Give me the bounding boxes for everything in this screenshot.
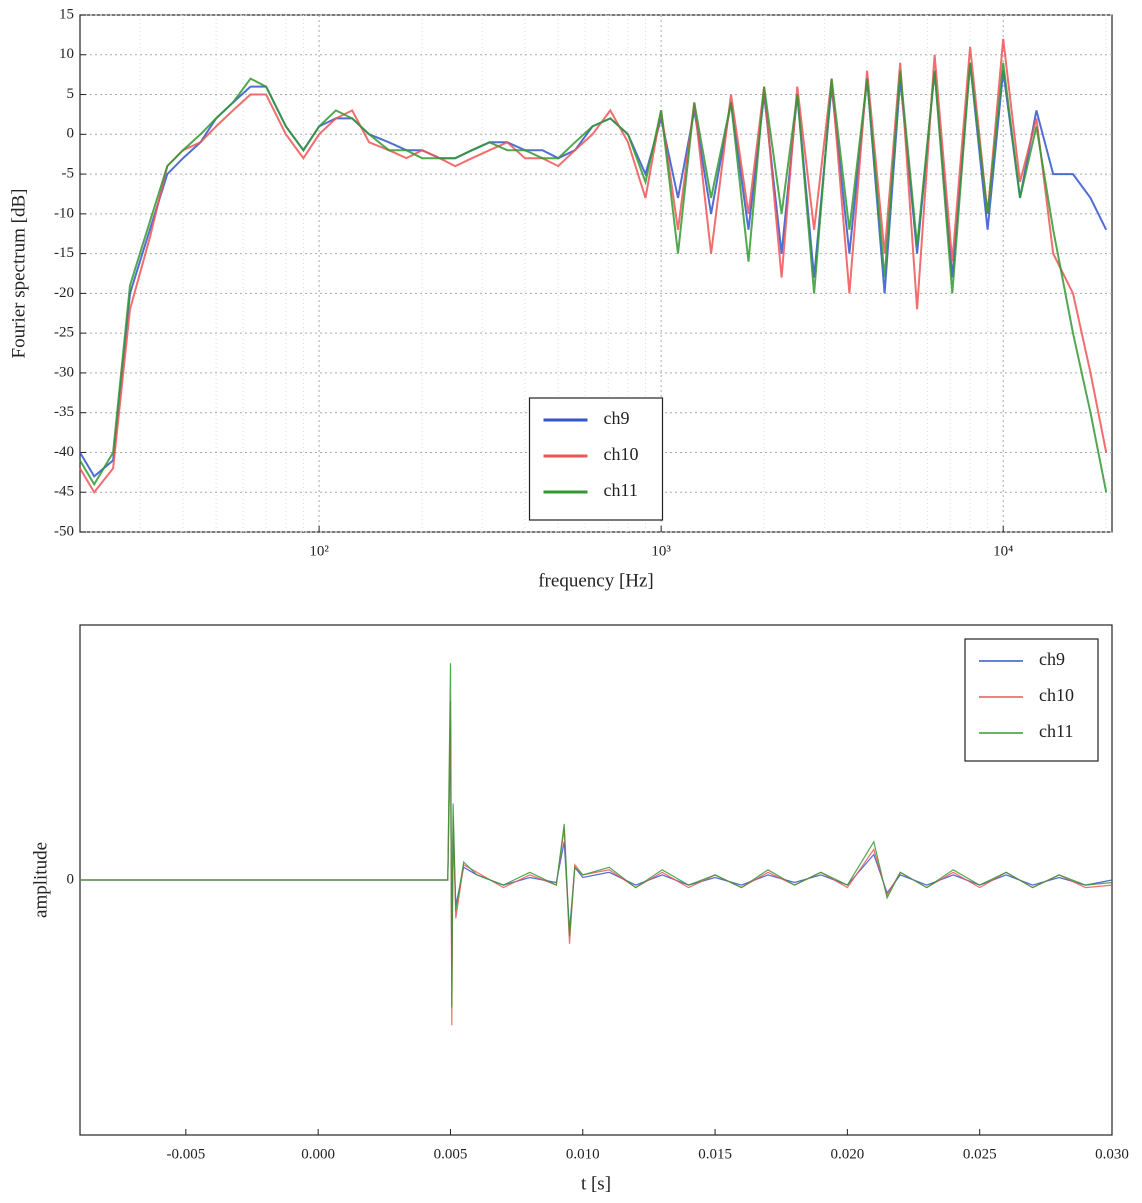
x-tick-label: 0.010 bbox=[566, 1146, 600, 1162]
x-tick-label: 0.030 bbox=[1095, 1146, 1129, 1162]
legend: ch9 ch10 ch11 bbox=[528, 397, 664, 521]
legend-label: ch9 bbox=[604, 408, 630, 428]
y-tick-label: -5 bbox=[62, 166, 75, 182]
x-tick-label: 0.015 bbox=[698, 1146, 732, 1162]
legend-label: ch9 bbox=[1039, 649, 1065, 669]
legend-label: ch10 bbox=[1039, 685, 1074, 705]
y-tick-label: 5 bbox=[67, 86, 75, 102]
series-line bbox=[80, 701, 1113, 1026]
y-tick-label: -25 bbox=[54, 325, 74, 341]
y-tick-label: 15 bbox=[59, 6, 74, 22]
legend: ch9 ch10 ch11 bbox=[964, 638, 1099, 762]
legend-label: ch11 bbox=[604, 480, 638, 500]
x-tick-label: 10³ bbox=[651, 543, 671, 559]
y-tick-label: 0 bbox=[67, 126, 75, 142]
legend-box bbox=[528, 397, 664, 521]
y-tick-label: -30 bbox=[54, 364, 74, 380]
x-tick-label: 0.025 bbox=[963, 1146, 997, 1162]
y-tick-label: -15 bbox=[54, 245, 74, 261]
series-line bbox=[79, 38, 1108, 494]
legend-label: ch10 bbox=[604, 444, 639, 464]
x-tick-label: 10⁴ bbox=[993, 543, 1013, 559]
x-tick-label: 10² bbox=[309, 543, 329, 559]
x-axis-title: t [s] bbox=[581, 1173, 611, 1194]
y-tick-label: -45 bbox=[54, 484, 74, 500]
y-tick-label: -40 bbox=[54, 444, 74, 460]
y-tick-label: -50 bbox=[54, 523, 74, 539]
y-tick-label: -35 bbox=[54, 404, 74, 420]
x-tick-label: -0.005 bbox=[166, 1146, 205, 1162]
y-axis-title: Fourier spectrum [dB] bbox=[8, 189, 29, 359]
series-line bbox=[79, 62, 1108, 493]
x-axis-title: frequency [Hz] bbox=[538, 570, 654, 591]
legend-box bbox=[964, 638, 1099, 762]
y-tick-label: 10 bbox=[59, 46, 74, 62]
legend-label: ch11 bbox=[1039, 721, 1073, 741]
series-line bbox=[80, 663, 1113, 1008]
y-tick-label: -10 bbox=[54, 205, 74, 221]
y-tick-label: 0 bbox=[67, 871, 75, 887]
y-axis-title: amplitude bbox=[30, 842, 51, 918]
x-tick-label: 0.020 bbox=[831, 1146, 865, 1162]
x-tick-label: 0.000 bbox=[301, 1146, 335, 1162]
x-tick-label: 0.005 bbox=[434, 1146, 468, 1162]
y-tick-label: -20 bbox=[54, 285, 74, 301]
